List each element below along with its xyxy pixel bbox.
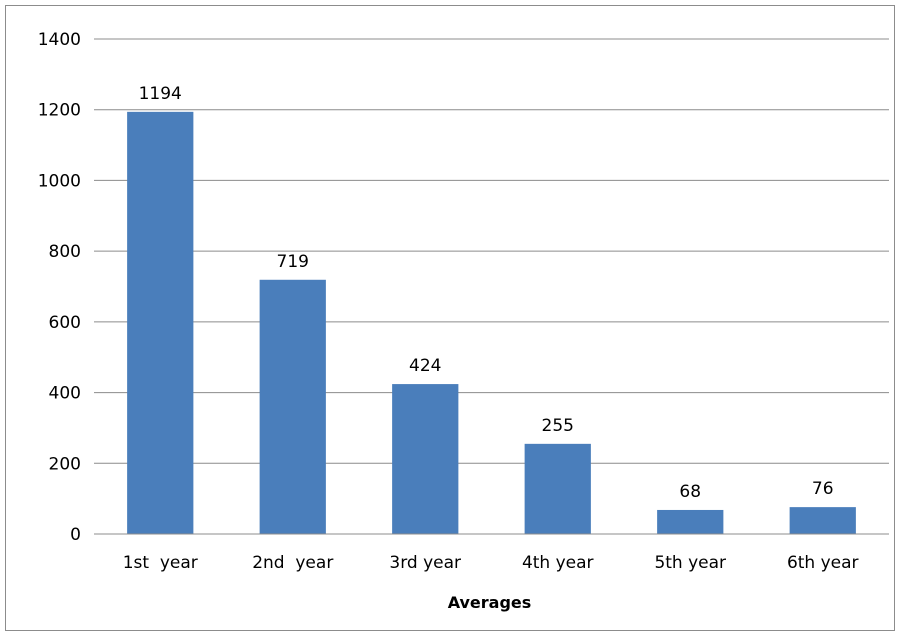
data-label: 1194 <box>139 84 182 104</box>
y-tick-label: 600 <box>49 313 81 333</box>
y-tick-label: 200 <box>49 454 81 474</box>
data-label: 255 <box>542 416 574 436</box>
bar <box>657 509 724 534</box>
data-label: 424 <box>409 356 441 376</box>
y-tick-label: 1400 <box>38 30 81 50</box>
x-tick-label: 5th year <box>654 553 726 573</box>
data-label: 719 <box>277 252 309 272</box>
x-tick-label: 6th year <box>787 553 859 573</box>
bar <box>789 507 856 534</box>
x-tick-label: 3rd year <box>389 553 461 573</box>
y-tick-label: 0 <box>70 525 81 545</box>
bar <box>392 384 459 534</box>
bar-chart: 0 200 400 600 800 1000 1200 1400 1194 719 424 255 6… <box>38 30 889 612</box>
bar <box>127 111 194 534</box>
gridlines <box>94 38 889 464</box>
y-tick-label: 400 <box>49 384 81 404</box>
data-label: 68 <box>679 482 701 502</box>
chart-frame: 0 200 400 600 800 1000 1200 1400 1194 719 424 255 6… <box>5 5 895 631</box>
x-tick-label: 2nd year <box>252 553 333 573</box>
y-tick-label: 1000 <box>38 171 81 191</box>
y-tick-label: 800 <box>49 242 81 262</box>
x-axis-tick-labels: 1st year 2nd year 3rd year 4th year 5th year… <box>123 553 859 573</box>
y-tick-label: 1200 <box>38 101 81 121</box>
x-axis-title: Averages <box>448 593 532 612</box>
bars <box>127 111 856 534</box>
y-axis-tick-labels: 0 200 400 600 800 1000 1200 1400 <box>38 30 81 545</box>
data-label: 76 <box>812 479 834 499</box>
data-labels: 1194 719 424 255 68 76 <box>139 84 834 502</box>
x-tick-label: 4th year <box>522 553 594 573</box>
bar <box>259 279 326 534</box>
x-tick-label: 1st year <box>123 553 198 573</box>
bar <box>524 443 591 534</box>
